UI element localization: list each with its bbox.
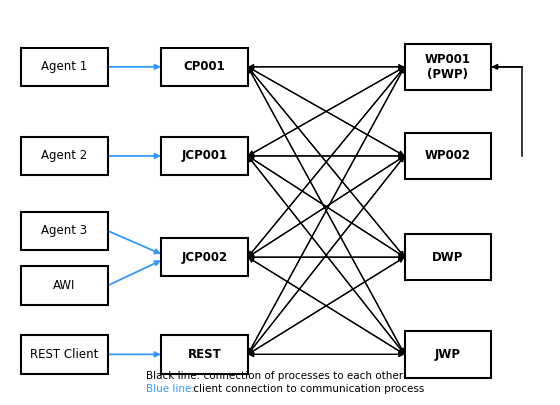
Bar bbox=[161, 137, 248, 175]
Text: Agent 1: Agent 1 bbox=[41, 60, 87, 73]
Bar bbox=[161, 238, 248, 276]
Text: REST: REST bbox=[188, 348, 221, 361]
Bar bbox=[161, 48, 248, 86]
Bar bbox=[21, 211, 108, 250]
Bar bbox=[21, 137, 108, 175]
Text: WP001
(PWP): WP001 (PWP) bbox=[425, 53, 471, 81]
Text: WP002: WP002 bbox=[425, 149, 471, 162]
Text: CP001: CP001 bbox=[184, 60, 225, 73]
Bar bbox=[404, 133, 492, 179]
Text: Agent 2: Agent 2 bbox=[41, 149, 87, 162]
Text: Agent 3: Agent 3 bbox=[41, 224, 87, 237]
Bar bbox=[404, 331, 492, 377]
Text: JCP001: JCP001 bbox=[181, 149, 227, 162]
Text: Blue line:: Blue line: bbox=[146, 384, 195, 394]
Text: DWP: DWP bbox=[432, 251, 464, 264]
Bar bbox=[21, 48, 108, 86]
Bar bbox=[404, 234, 492, 280]
Text: JCP002: JCP002 bbox=[181, 251, 227, 264]
Text: REST Client: REST Client bbox=[30, 348, 99, 361]
Bar bbox=[404, 44, 492, 90]
Bar bbox=[161, 335, 248, 373]
Text: client connection to communication process: client connection to communication proce… bbox=[190, 384, 425, 394]
Text: Black line: connection of processes to each other: Black line: connection of processes to e… bbox=[146, 371, 403, 381]
Bar bbox=[21, 335, 108, 373]
Bar bbox=[21, 266, 108, 305]
Text: AWI: AWI bbox=[53, 279, 76, 292]
Text: JWP: JWP bbox=[435, 348, 461, 361]
